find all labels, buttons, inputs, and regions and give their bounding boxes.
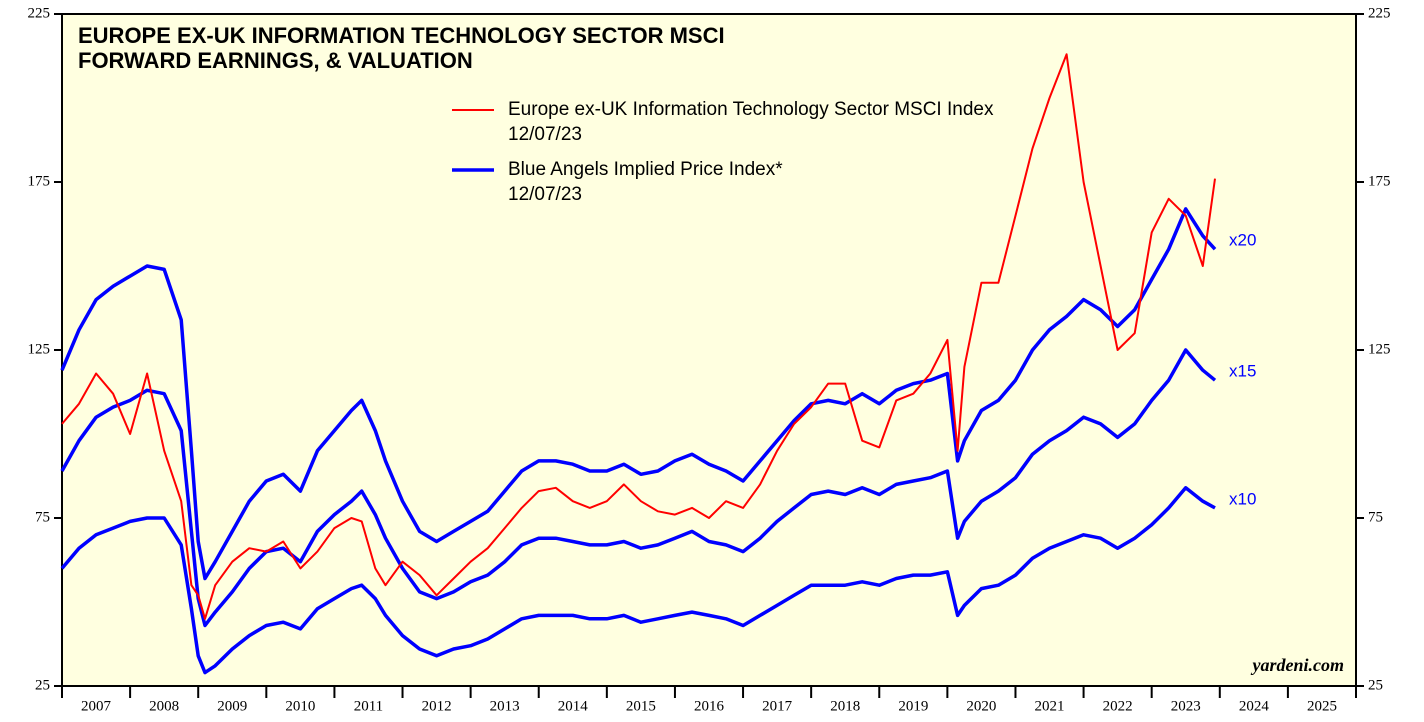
y-tick-label: 175 <box>28 173 51 189</box>
x-tick-label: 2016 <box>694 698 725 714</box>
x-tick-label: 2025 <box>1307 698 1337 714</box>
x-tick-label: 2017 <box>762 698 793 714</box>
x-tick-label: 2007 <box>81 698 112 714</box>
x-tick-label: 2018 <box>830 698 860 714</box>
series-line <box>60 486 1216 675</box>
series-label: x15 <box>1229 362 1256 381</box>
x-tick-label: 2024 <box>1239 698 1270 714</box>
x-tick-label: 2012 <box>422 698 452 714</box>
legend-label: Blue Angels Implied Price Index* <box>508 159 783 180</box>
y2-tick-label: 25 <box>1368 677 1383 693</box>
y-tick-label: 25 <box>35 677 50 693</box>
x-tick-label: 2008 <box>149 698 179 714</box>
series-line <box>61 53 1216 620</box>
plot-area <box>61 13 1357 687</box>
legend-label: Europe ex-UK Information Technology Sect… <box>508 99 994 120</box>
y-tick-label: 225 <box>28 5 51 21</box>
x-tick-label: 2020 <box>966 698 996 714</box>
x-tick-label: 2009 <box>217 698 247 714</box>
x-tick-label: 2021 <box>1035 698 1065 714</box>
x-tick-label: 2013 <box>490 698 520 714</box>
series-line <box>60 207 1217 581</box>
x-tick-label: 2023 <box>1171 698 1201 714</box>
y2-tick-label: 175 <box>1368 173 1391 189</box>
y-tick-label: 75 <box>35 509 50 525</box>
series-label: x10 <box>1229 489 1256 508</box>
y2-tick-label: 225 <box>1368 5 1391 21</box>
chart-title: EUROPE EX-UK INFORMATION TECHNOLOGY SECT… <box>78 23 725 48</box>
x-tick-label: 2011 <box>354 698 383 714</box>
legend-date: 12/07/23 <box>508 184 582 205</box>
x-tick-label: 2022 <box>1103 698 1133 714</box>
y-tick-label: 125 <box>28 341 51 357</box>
y2-tick-label: 125 <box>1368 341 1391 357</box>
y2-tick-label: 75 <box>1368 509 1383 525</box>
chart-title: FORWARD EARNINGS, & VALUATION <box>78 48 473 73</box>
x-tick-label: 2010 <box>285 698 315 714</box>
x-tick-label: 2019 <box>898 698 928 714</box>
legend-date: 12/07/23 <box>508 124 582 145</box>
series-label: x20 <box>1229 231 1256 250</box>
series-line <box>60 348 1217 628</box>
x-tick-label: 2015 <box>626 698 656 714</box>
source: yardeni.com <box>1251 655 1345 675</box>
x-tick-label: 2014 <box>558 698 589 714</box>
